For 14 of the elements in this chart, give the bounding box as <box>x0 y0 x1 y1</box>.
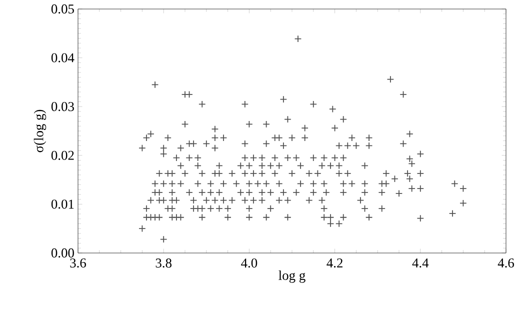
y-tick-label: 0.05 <box>51 4 74 14</box>
x-tick-label: 4.0 <box>241 258 258 268</box>
x-tick-label: 4.4 <box>412 258 429 268</box>
y-axis-title: σ(log g) <box>34 110 46 152</box>
x-tick-label: 4.2 <box>326 258 342 268</box>
y-tick-label: 0.00 <box>51 248 74 258</box>
x-tick-label: 3.8 <box>156 258 172 268</box>
y-tick-label: 0.01 <box>51 200 74 209</box>
x-axis-title: log g <box>278 270 306 283</box>
y-tick-label: 0.03 <box>51 102 74 112</box>
y-tick-label: 0.02 <box>51 150 74 160</box>
x-tick-label: 3.6 <box>70 258 86 268</box>
x-tick-label: 4.6 <box>498 258 514 268</box>
y-tick-label: 0.04 <box>51 53 74 62</box>
